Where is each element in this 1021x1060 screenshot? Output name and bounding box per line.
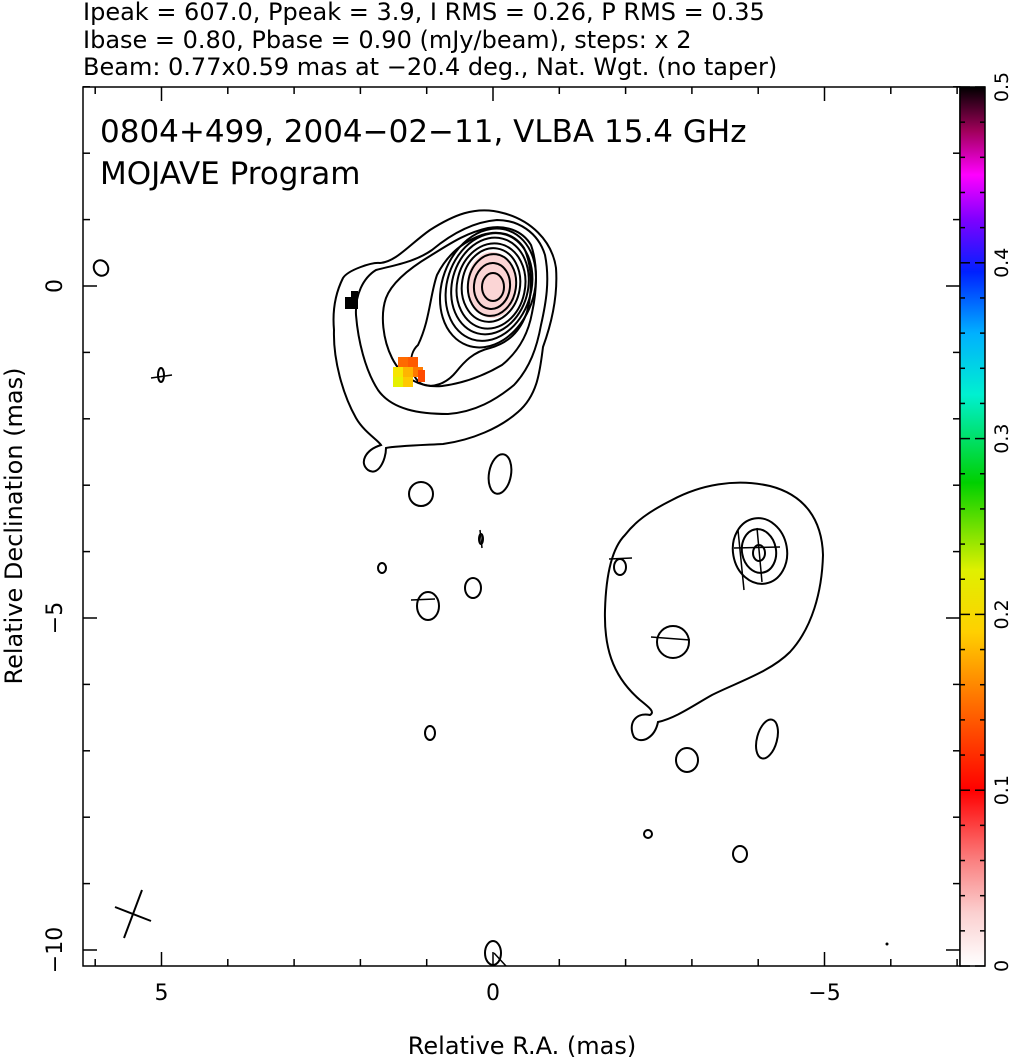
contour-blob xyxy=(92,259,110,277)
plot-area xyxy=(83,87,960,966)
contour-9 xyxy=(460,247,522,323)
x-tick-label: −5 xyxy=(808,981,840,1006)
pol-vector xyxy=(479,529,483,549)
contour-6 xyxy=(444,232,534,342)
axis-ticks xyxy=(83,86,960,966)
y-tick-label: −5 xyxy=(43,602,68,634)
contour-12 xyxy=(481,272,505,302)
y-tick-label: 0 xyxy=(43,279,68,293)
contour-10 xyxy=(466,253,518,317)
contour-sw-5 xyxy=(656,625,690,659)
contour-11 xyxy=(472,262,512,310)
x-tick-label: 5 xyxy=(155,981,169,1006)
contour-sw-outer xyxy=(603,481,825,742)
pol-pixel xyxy=(393,377,403,387)
y-tick-label: −10 xyxy=(43,927,68,973)
colorbar-tick-label: 0 xyxy=(991,960,1013,972)
header-line-1: Ipeak = 607.0, Ppeak = 3.9, I RMS = 0.26… xyxy=(83,0,765,26)
contour-sw-2 xyxy=(731,517,789,585)
chart-subtitle: MOJAVE Program xyxy=(100,156,360,192)
colorbar-ticks xyxy=(960,86,985,967)
colorbar-tick-label: 0.5 xyxy=(991,72,1013,102)
contour-7 xyxy=(450,236,530,336)
contour-8 xyxy=(455,242,527,330)
pol-vector xyxy=(737,529,745,591)
colorbar-tick-label: 0.3 xyxy=(991,423,1013,453)
contour-blob xyxy=(675,747,699,773)
contour-dot xyxy=(885,942,889,946)
polarization-vectors xyxy=(150,374,781,967)
pol-pixel xyxy=(345,297,352,309)
contour-blob xyxy=(416,591,440,621)
chart-title: 0804+499, 2004−02−11, VLBA 15.4 GHz xyxy=(100,114,746,150)
pol-vector xyxy=(756,527,763,583)
pol-vector xyxy=(150,374,173,379)
contour-5 xyxy=(439,227,537,349)
contour-blob xyxy=(755,718,779,760)
contour-sw-3 xyxy=(740,528,778,574)
contours-sw-component xyxy=(603,481,825,742)
contour-blob xyxy=(487,453,513,495)
contour-outer xyxy=(332,209,558,473)
x-axis-label: Relative R.A. (mas) xyxy=(408,1032,636,1060)
y-axis-label: Relative Declination (mas) xyxy=(0,367,28,684)
beam-ellipse-cross xyxy=(114,889,152,939)
pol-vector xyxy=(410,598,436,601)
pol-pixel xyxy=(403,377,413,387)
contour-blob xyxy=(643,829,653,839)
colorbar-tick-label: 0.4 xyxy=(991,248,1013,278)
pol-vector xyxy=(608,557,633,560)
contour-2 xyxy=(354,218,549,416)
pol-pixel xyxy=(403,367,413,377)
contours-core-region xyxy=(332,209,558,473)
pol-vector xyxy=(733,546,781,549)
contour-blob xyxy=(157,367,165,383)
x-tick-label: 0 xyxy=(486,981,500,1006)
pol-vector xyxy=(493,952,507,967)
contour-blob xyxy=(408,481,434,507)
colorbar-tick-label: 0.2 xyxy=(991,599,1013,629)
pol-vector xyxy=(650,636,691,641)
colorbar-tick-label: 0.1 xyxy=(991,775,1013,805)
colorbar xyxy=(959,86,986,967)
colorbar-tick-labels: 0 0.1 0.2 0.3 0.4 0.5 xyxy=(991,72,1013,972)
header-line-3: Beam: 0.77x0.59 mas at −20.4 deg., Nat. … xyxy=(83,53,777,81)
contour-blob xyxy=(732,845,748,863)
pol-pixel xyxy=(351,291,358,309)
pol-pixel xyxy=(398,357,408,367)
beam-minor-axis xyxy=(114,906,152,922)
pol-pixel xyxy=(408,357,418,367)
pol-pixel xyxy=(418,370,425,382)
pol-pixel xyxy=(393,367,403,377)
contour-blob xyxy=(424,725,436,741)
contour-blob xyxy=(377,562,387,574)
axis-tick-labels: 5 0 −5 0 −5 −10 xyxy=(43,279,841,1006)
polarization-pixels xyxy=(345,291,425,387)
header-line-2: Ibase = 0.80, Pbase = 0.90 (mJy/beam), s… xyxy=(83,26,692,54)
contour-blob xyxy=(464,577,482,599)
